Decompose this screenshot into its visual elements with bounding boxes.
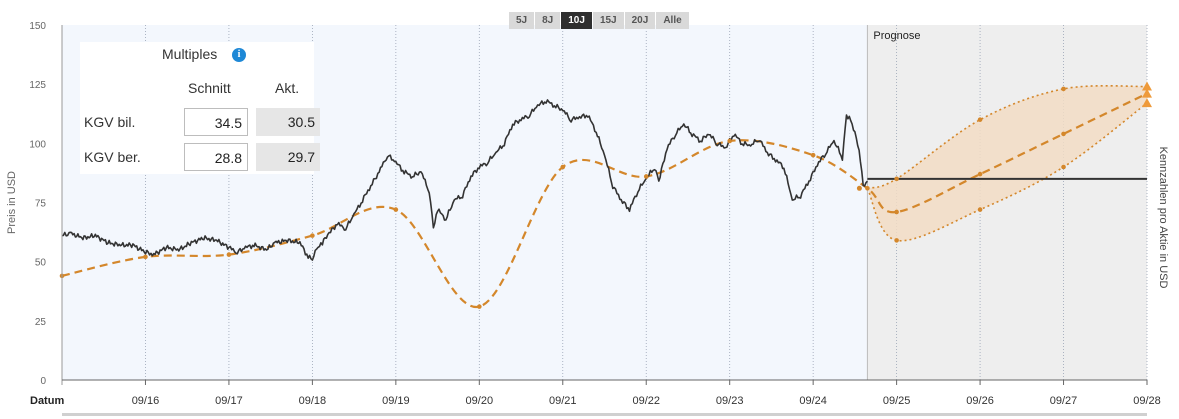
kgv-bil-akt-value: 30.5 xyxy=(256,108,320,136)
fair-value-point xyxy=(810,152,816,158)
kgv-ber-akt-value: 29.7 xyxy=(256,143,320,171)
range-button-10j[interactable]: 10J xyxy=(561,12,592,29)
range-button-20j[interactable]: 20J xyxy=(624,12,656,29)
col-header-schnitt: Schnitt xyxy=(188,80,231,96)
y-tick-label: 100 xyxy=(29,139,46,150)
col-header-akt: Akt. xyxy=(275,80,300,96)
x-tick-label: 09/24 xyxy=(799,395,827,407)
y-tick-label: 150 xyxy=(29,21,46,32)
timerange-selector: 5J 8J 10J 15J 20J Alle xyxy=(509,12,689,29)
x-tick-label: 09/22 xyxy=(632,395,660,407)
x-tick-label: 09/27 xyxy=(1050,395,1078,407)
multiples-panel: Multiples i Schnitt Akt. KGV bil. 34.5 3… xyxy=(80,42,320,174)
range-button-5j[interactable]: 5J xyxy=(509,12,535,29)
range-button-8j[interactable]: 8J xyxy=(535,12,561,29)
fair-value-point xyxy=(393,207,399,212)
forecast-point xyxy=(977,117,983,122)
forecast-end-marker xyxy=(1142,98,1152,108)
x-tick-label: 09/16 xyxy=(132,395,160,407)
y-tick-label: 0 xyxy=(40,376,46,387)
forecast-end-marker xyxy=(1142,88,1152,98)
x-tick-label: 09/19 xyxy=(382,395,410,407)
info-icon[interactable]: i xyxy=(232,48,246,62)
forecast-point xyxy=(894,238,899,243)
x-axis-title: Datum xyxy=(30,395,64,407)
fair-value-current-point xyxy=(856,185,862,191)
row-label-kgv-bil: KGV bil. xyxy=(84,114,136,130)
prognose-label: Prognose xyxy=(873,30,920,42)
y2-axis-title: Kennzahlen pro Aktie in USD xyxy=(1157,147,1169,289)
forecast-point xyxy=(1061,86,1066,92)
fair-value-point xyxy=(226,252,232,257)
fair-value-point xyxy=(977,171,983,177)
range-button-alle[interactable]: Alle xyxy=(656,12,689,29)
y-tick-label: 75 xyxy=(35,199,47,210)
fair-value-point xyxy=(727,138,732,144)
forecast-point xyxy=(1061,164,1066,170)
kgv-bil-schnitt-value: 34.5 xyxy=(184,108,248,136)
row-label-kgv-ber: KGV ber. xyxy=(84,149,141,165)
range-button-15j[interactable]: 15J xyxy=(592,12,624,29)
multiples-title: Multiples xyxy=(162,46,218,62)
y-tick-label: 25 xyxy=(35,317,47,328)
fair-value-point xyxy=(310,233,315,238)
forecast-end-marker xyxy=(1142,81,1152,91)
fair-value-point xyxy=(477,304,482,309)
x-tick-label: 09/23 xyxy=(716,395,744,407)
navigator-scrollbar xyxy=(62,413,1147,416)
x-tick-label: 09/20 xyxy=(466,395,494,407)
y-tick-label: 50 xyxy=(35,258,47,269)
x-tick-label: 09/18 xyxy=(299,395,327,407)
forecast-point xyxy=(894,176,899,182)
fair-value-point xyxy=(865,186,870,191)
kgv-ber-schnitt-value: 28.8 xyxy=(184,143,248,171)
y-axis-title: Preis in USD xyxy=(6,171,18,234)
fair-value-point xyxy=(643,174,649,179)
fair-value-point xyxy=(560,164,566,170)
x-tick-label: 09/17 xyxy=(215,395,243,407)
fair-value-point xyxy=(1061,131,1066,137)
x-tick-label: 09/21 xyxy=(549,395,577,407)
x-tick-label: 09/25 xyxy=(883,395,911,407)
forecast-band xyxy=(867,85,1147,241)
x-tick-label: 09/26 xyxy=(966,395,994,407)
y-tick-label: 125 xyxy=(29,80,46,91)
forecast-point xyxy=(977,207,983,212)
fair-value-point xyxy=(143,254,148,260)
fair-value-point xyxy=(894,209,899,215)
x-tick-label: 09/28 xyxy=(1133,395,1161,407)
